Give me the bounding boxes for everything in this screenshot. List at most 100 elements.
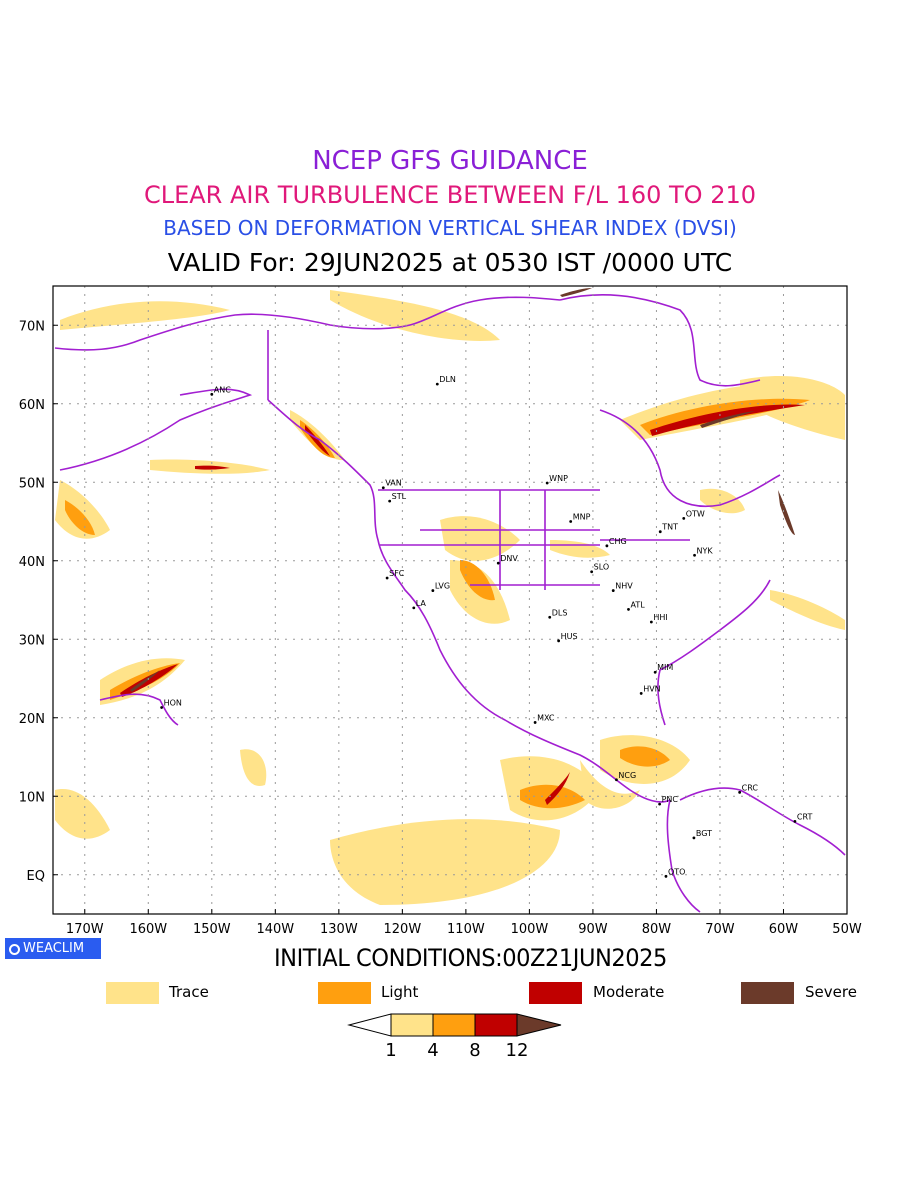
x-tick-label: 120W <box>384 922 422 937</box>
station-label-atl: ATL <box>630 600 645 609</box>
station-label-dls: DLS <box>552 608 568 617</box>
station-label-nyk: NYK <box>697 546 714 555</box>
badge-label: WEACLIM <box>23 941 85 956</box>
station-dot <box>435 382 439 386</box>
station-dot <box>557 639 561 643</box>
station-dot <box>496 561 500 565</box>
station-dot <box>431 589 435 592</box>
station-dot <box>412 606 416 610</box>
severe-turbulence-fields <box>130 288 795 692</box>
station-label-mim: MIM <box>657 663 673 672</box>
station-dot <box>658 802 662 806</box>
station-dot <box>664 874 668 878</box>
y-tick-label: 60N <box>19 398 45 413</box>
station-dot <box>605 544 609 548</box>
station-label-anc: ANC <box>214 385 231 394</box>
latitude-axis: EQ 10N 20N 30N 40N 50N 60N 70N <box>19 319 58 884</box>
y-tick-label: 50N <box>19 476 45 491</box>
x-tick-label: 60W <box>769 922 799 937</box>
legend-label-severe: Severe <box>805 983 857 1001</box>
station-dot <box>385 576 389 580</box>
station-label-slo: SLO <box>594 563 610 572</box>
title-product: CLEAR AIR TURBULENCE BETWEEN F/L 160 TO … <box>143 181 757 209</box>
station-dot <box>639 692 643 695</box>
legend-swatch-light <box>318 982 371 1004</box>
x-tick-label: 170W <box>66 922 104 937</box>
station-markers: ANC DLN VAN STL WNP MNP TNT OTW CHG NYK DNV SFC LVG L… <box>160 375 812 878</box>
station-dot <box>692 836 696 840</box>
station-label-tnt: TNT <box>661 523 678 532</box>
station-dot <box>590 570 594 574</box>
x-tick-label: 150W <box>193 922 231 937</box>
coastlines-borders <box>54 294 846 913</box>
station-dot <box>533 721 537 724</box>
station-dot <box>381 486 385 490</box>
station-dot <box>569 520 573 523</box>
graticule <box>53 286 847 914</box>
station-label-la: LA <box>416 599 427 608</box>
station-label-hus: HUS <box>561 632 578 641</box>
station-dot <box>545 481 549 485</box>
station-dot <box>160 706 164 709</box>
station-dot <box>210 392 214 396</box>
station-label-sfc: SFC <box>389 569 405 578</box>
x-tick-label: 130W <box>320 922 358 937</box>
station-dot <box>658 530 662 534</box>
station-dot <box>653 670 657 674</box>
station-label-crt: CRT <box>797 812 813 821</box>
station-dot <box>611 589 615 592</box>
station-label-pnc: PNC <box>662 795 679 804</box>
station-label-dln: DLN <box>439 375 456 384</box>
y-tick-label: 70N <box>19 319 45 334</box>
station-label-mxc: MXC <box>537 713 555 722</box>
y-tick-label: EQ <box>27 869 45 884</box>
station-label-hhi: HHI <box>653 613 667 622</box>
y-tick-label: 20N <box>19 712 45 727</box>
station-dot <box>738 790 742 794</box>
station-dot <box>693 553 696 557</box>
station-label-bgt: BGT <box>696 829 712 838</box>
station-label-hvn: HVN <box>643 684 660 693</box>
y-tick-label: 40N <box>19 555 45 570</box>
map-border <box>52 285 848 915</box>
legend-swatch-moderate <box>529 982 582 1004</box>
initial-conditions: INITIAL CONDITIONS:00Z21JUN2025 <box>274 944 667 972</box>
station-label-chg: CHG <box>609 537 627 546</box>
legend-label-trace: Trace <box>169 983 209 1001</box>
station-label-crc: CRC <box>742 783 759 792</box>
station-dot <box>682 516 686 520</box>
station-dot <box>793 819 797 823</box>
station-dot <box>388 499 392 503</box>
x-tick-label: 50W <box>832 922 862 937</box>
station-label-lvg: LVG <box>435 582 450 591</box>
station-label-hon: HON <box>164 699 182 708</box>
title-method: BASED ON DEFORMATION VERTICAL SHEAR INDE… <box>163 216 737 240</box>
x-tick-label: 140W <box>256 922 294 937</box>
legend-swatch-severe <box>741 982 794 1004</box>
map-plot-area: ANC DLN VAN STL WNP MNP TNT OTW CHG NYK DNV SFC LVG L… <box>53 286 847 914</box>
x-tick-label: 70W <box>705 922 735 937</box>
title-model: NCEP GFS GUIDANCE <box>312 146 588 176</box>
station-label-van: VAN <box>385 479 401 488</box>
station-label-ncg: NCG <box>618 771 636 780</box>
x-tick-label: 90W <box>578 922 608 937</box>
station-dot <box>548 615 552 619</box>
logo-ring-icon <box>9 944 20 955</box>
station-label-nhv: NHV <box>615 582 633 591</box>
weaclim-badge: WEACLIM <box>5 938 101 959</box>
station-label-mnp: MNP <box>573 513 591 522</box>
x-tick-label: 80W <box>642 922 672 937</box>
station-dot <box>615 778 618 782</box>
legend-swatch-trace <box>106 982 159 1004</box>
longitude-axis: 170W 160W 150W 140W 130W 120W 110W 100W 90W 80W 70… <box>66 909 862 937</box>
station-label-wnp: WNP <box>549 474 568 483</box>
station-dot <box>627 608 630 611</box>
title-valid-time: VALID For: 29JUN2025 at 0530 IST /0000 U… <box>167 248 733 277</box>
station-label-qto: QTO <box>668 867 685 876</box>
y-tick-label: 30N <box>19 633 45 648</box>
station-dot <box>649 620 653 624</box>
x-tick-label: 160W <box>129 922 167 937</box>
legend-label-light: Light <box>381 983 419 1001</box>
station-label-stl: STL <box>392 492 407 501</box>
